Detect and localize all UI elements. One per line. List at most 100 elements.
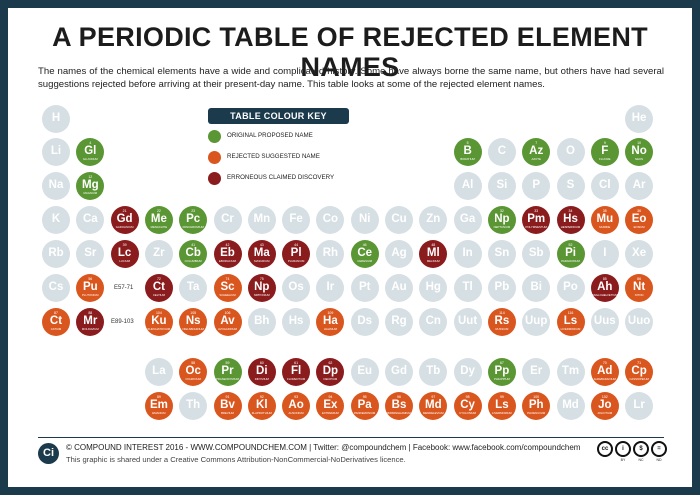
element-number: 56 bbox=[88, 277, 93, 281]
footer-licence: This graphic is shared under a Creative … bbox=[66, 455, 406, 464]
key-label: ERRONEOUS CLAIMED DISCOVERY bbox=[227, 174, 335, 181]
element-sr: Sr bbox=[76, 240, 105, 268]
element-symbol: Rh bbox=[322, 247, 339, 259]
element-number: 5 bbox=[466, 141, 469, 145]
element-ao: 93 Ao AUSONIUM bbox=[282, 392, 311, 420]
element-la: La bbox=[144, 358, 173, 386]
element-number: 10 bbox=[637, 141, 642, 145]
element-name: CERESIUM bbox=[357, 260, 373, 263]
element-number: 96 bbox=[397, 395, 401, 399]
element-md: Md bbox=[556, 392, 585, 420]
element-name: CASSIOPEIUM bbox=[629, 378, 649, 381]
element-symbol: Em bbox=[149, 399, 168, 411]
element-symbol: Cl bbox=[599, 179, 611, 191]
element-symbol: Eo bbox=[631, 213, 647, 225]
element-no: 10 No NEON bbox=[625, 138, 654, 166]
element-number: 44 bbox=[294, 243, 299, 247]
element-number: 102 bbox=[601, 395, 608, 399]
element-number: 22 bbox=[156, 209, 161, 213]
element-number: 105 bbox=[190, 311, 197, 315]
element-name: EBORACIUM bbox=[219, 260, 236, 263]
element-symbol: Al bbox=[461, 179, 474, 191]
element-gl: 4 Gl GLUCINUM bbox=[76, 138, 105, 166]
element-symbol: Np bbox=[254, 281, 270, 293]
element-hs: Hs bbox=[282, 308, 311, 336]
element-symbol: Pt bbox=[358, 281, 371, 293]
element-name: OCHROIUM bbox=[185, 378, 201, 381]
element-symbol: Xe bbox=[632, 247, 647, 259]
element-number: 70 bbox=[602, 361, 607, 365]
element-symbol: Gd bbox=[391, 365, 407, 377]
element-i: I bbox=[590, 240, 619, 268]
element-rs: 114 Rs RUSSIUM bbox=[487, 308, 516, 336]
element-eu: Eu bbox=[350, 358, 379, 386]
element-symbol: Ha bbox=[323, 315, 338, 327]
element-symbol: P bbox=[532, 179, 541, 191]
element-symbol: La bbox=[152, 365, 166, 377]
element-ex: 94 Ex EXTREMIUM bbox=[316, 392, 345, 420]
element-name: KLAPROTHIUM bbox=[251, 412, 272, 415]
element-symbol: Si bbox=[496, 179, 508, 191]
element-b: 5 B BORATIUM bbox=[453, 138, 482, 166]
element-gd: Gd bbox=[385, 358, 413, 386]
element-pl: 44 Pl PLURANIUM bbox=[282, 240, 311, 268]
element-symbol: Co bbox=[322, 213, 339, 225]
element-av: 106 Av AVOGADRIUM bbox=[213, 308, 242, 336]
element-symbol: Ds bbox=[357, 315, 373, 327]
element-name: DECIPIUM bbox=[323, 378, 338, 381]
element-symbol: Pc bbox=[186, 213, 201, 225]
intro-text: The names of the chemical elements have … bbox=[38, 66, 664, 90]
element-si: Si bbox=[487, 172, 516, 200]
element-cu: Cu bbox=[385, 206, 413, 234]
element-name: BIRMINGHAMIUM bbox=[387, 412, 411, 415]
element-number: 87 bbox=[54, 311, 58, 315]
element-name: CATIUM bbox=[50, 328, 62, 331]
element-jo: 102 Jo JOLIOTIUM bbox=[590, 392, 619, 420]
element-pb: Pb bbox=[487, 274, 516, 302]
element-symbol: Jo bbox=[598, 399, 612, 411]
element-symbol: Zn bbox=[426, 213, 441, 225]
element-ml: 48 Ml MELINUM bbox=[419, 240, 448, 268]
element-rg: Rg bbox=[385, 308, 413, 336]
element-bs: 96 Bs BIRMINGHAMIUM bbox=[385, 392, 413, 420]
element-symbol: Tm bbox=[561, 365, 580, 377]
element-xe: Xe bbox=[625, 240, 654, 268]
element-symbol: Pp bbox=[494, 365, 510, 377]
element-pc: 23 Pc PANCHROMIUM bbox=[179, 206, 208, 234]
element-symbol: Lc bbox=[117, 247, 132, 259]
element-number: 52 bbox=[568, 243, 573, 247]
element-az: 7 Az AZOTE bbox=[522, 138, 551, 166]
element-ga: Ga bbox=[453, 206, 482, 234]
element-number: 85 bbox=[602, 277, 607, 281]
element-symbol: Sc bbox=[220, 281, 235, 293]
element-name: COLUMBIUM bbox=[184, 260, 202, 263]
element-symbol: Rs bbox=[494, 315, 510, 327]
element-name: AZOTE bbox=[531, 158, 541, 161]
element-name: GLUCINUM bbox=[82, 158, 98, 161]
element-rb: Rb bbox=[42, 240, 70, 268]
element-symbol: Sr bbox=[84, 247, 97, 259]
element-pt: Pt bbox=[350, 274, 379, 302]
key-dot-orange bbox=[208, 150, 221, 164]
by-label: BY bbox=[620, 458, 626, 462]
element-symbol: Dy bbox=[460, 365, 475, 377]
key-label: ORIGINAL PROPOSED NAME bbox=[227, 132, 313, 139]
element-uuo: Uuo bbox=[625, 308, 654, 336]
element-number: 36 bbox=[637, 209, 642, 213]
element-number: 7 bbox=[535, 141, 538, 145]
element-uus: Uus bbox=[590, 308, 619, 336]
element-name: PARADOXIUM bbox=[561, 260, 580, 263]
element-symbol: Nt bbox=[633, 281, 646, 293]
element-symbol: Di bbox=[256, 365, 268, 377]
element-number: 86 bbox=[637, 277, 642, 281]
element-he: He bbox=[625, 105, 654, 133]
element-symbol: Ct bbox=[152, 281, 165, 293]
element-symbol: Ao bbox=[288, 399, 304, 411]
element-symbol: B bbox=[463, 145, 472, 157]
element-symbol: Pb bbox=[494, 281, 510, 293]
element-symbol: Av bbox=[220, 315, 235, 327]
element-symbol: Bh bbox=[254, 315, 270, 327]
element-s: S bbox=[556, 172, 585, 200]
element-kl: 92 Kl KLAPROTHIUM bbox=[247, 392, 276, 420]
element-p: P bbox=[522, 172, 551, 200]
